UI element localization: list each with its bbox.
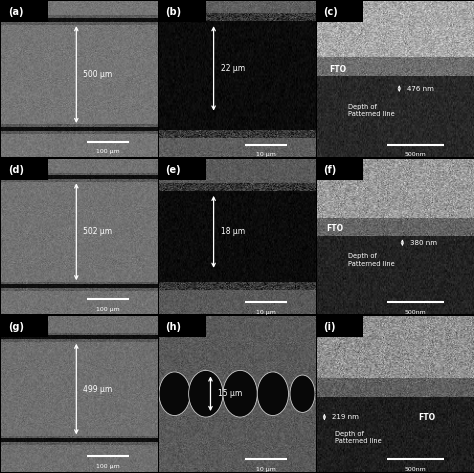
Text: 219 nm: 219 nm xyxy=(332,414,359,420)
Text: 502 μm: 502 μm xyxy=(82,228,112,236)
Ellipse shape xyxy=(159,372,190,416)
Text: 22 μm: 22 μm xyxy=(221,64,246,73)
Text: FTO: FTO xyxy=(329,65,346,74)
Text: 10 μm: 10 μm xyxy=(256,152,276,158)
Text: (h): (h) xyxy=(165,322,181,332)
Text: 100 μm: 100 μm xyxy=(96,464,120,469)
Text: FTO: FTO xyxy=(326,224,343,233)
Text: 476 nm: 476 nm xyxy=(407,86,434,92)
Text: 10 μm: 10 μm xyxy=(256,467,276,472)
FancyBboxPatch shape xyxy=(317,1,364,22)
Text: 10 μm: 10 μm xyxy=(256,310,276,315)
Ellipse shape xyxy=(189,370,223,417)
Text: (i): (i) xyxy=(323,322,335,332)
Text: 15 μm: 15 μm xyxy=(219,389,243,398)
Text: (a): (a) xyxy=(8,7,23,18)
Ellipse shape xyxy=(257,372,289,416)
Text: Depth of
Patterned line: Depth of Patterned line xyxy=(335,430,382,444)
Ellipse shape xyxy=(290,375,315,412)
Text: 500 μm: 500 μm xyxy=(82,70,112,79)
Text: 100 μm: 100 μm xyxy=(96,307,120,312)
Text: (c): (c) xyxy=(323,7,337,18)
FancyBboxPatch shape xyxy=(1,316,48,337)
FancyBboxPatch shape xyxy=(159,316,206,337)
Text: 500nm: 500nm xyxy=(405,152,427,158)
Text: (g): (g) xyxy=(8,322,24,332)
Text: 18 μm: 18 μm xyxy=(221,228,246,236)
FancyBboxPatch shape xyxy=(159,158,206,180)
Text: 500nm: 500nm xyxy=(405,467,427,472)
Text: (b): (b) xyxy=(165,7,182,18)
Ellipse shape xyxy=(223,370,257,417)
Text: (d): (d) xyxy=(8,165,24,175)
Text: Depth of
Patterned line: Depth of Patterned line xyxy=(348,104,394,117)
Text: 380 nm: 380 nm xyxy=(410,240,437,246)
Text: 500nm: 500nm xyxy=(405,310,427,315)
Text: (e): (e) xyxy=(165,165,181,175)
FancyBboxPatch shape xyxy=(1,158,48,180)
Text: 499 μm: 499 μm xyxy=(82,385,112,394)
FancyBboxPatch shape xyxy=(1,1,48,22)
FancyBboxPatch shape xyxy=(159,1,206,22)
FancyBboxPatch shape xyxy=(317,158,364,180)
Text: Depth of
Patterned line: Depth of Patterned line xyxy=(348,253,394,267)
FancyBboxPatch shape xyxy=(317,316,364,337)
Text: 100 μm: 100 μm xyxy=(96,149,120,154)
Text: (f): (f) xyxy=(323,165,336,175)
Text: FTO: FTO xyxy=(418,412,435,421)
